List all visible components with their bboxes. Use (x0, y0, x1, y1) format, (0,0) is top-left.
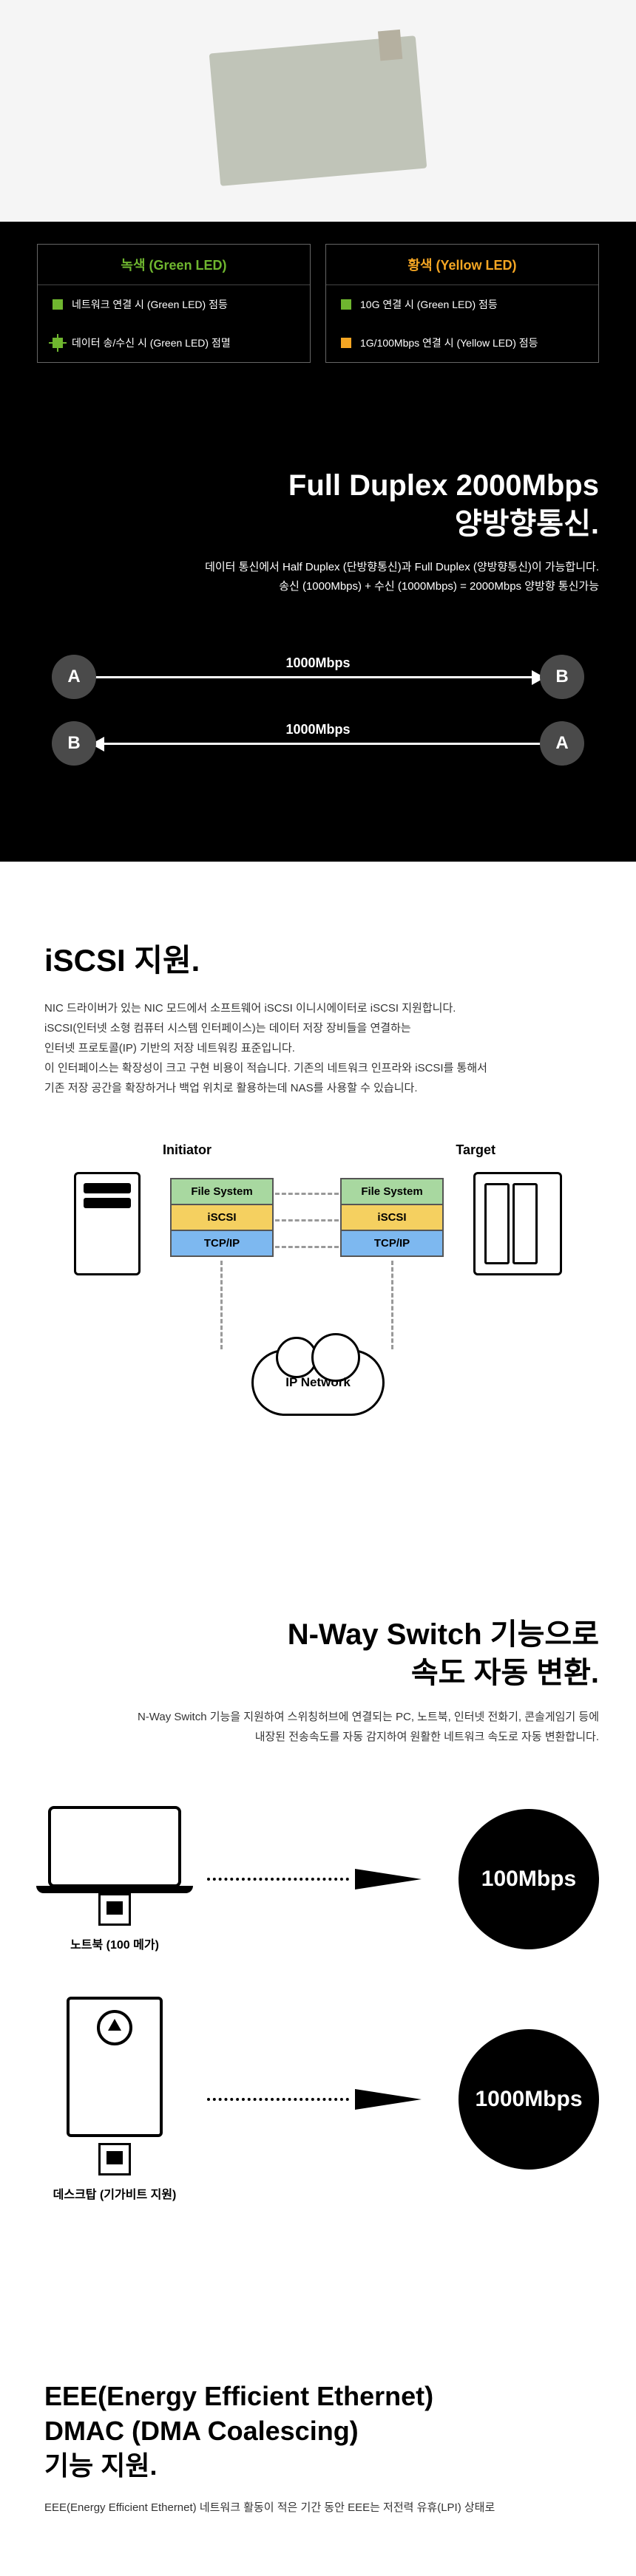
duplex-section: Full Duplex 2000Mbps 양방향통신. 데이터 통신에서 Hal… (0, 407, 636, 862)
device-desktop: 데스크탑 (기가비트 지원) (37, 1997, 192, 2202)
initiator-label: Initiator (163, 1142, 212, 1158)
eee-title: EEE(Energy Efficient Ethernet) DMAC (DMA… (44, 2379, 592, 2483)
title-line: 속도 자동 변환. (411, 1657, 599, 1689)
led-blink-icon (53, 338, 63, 348)
storage-initiator-icon (74, 1172, 141, 1275)
led-box-yellow: 황색 (Yellow LED) 10G 연결 시 (Green LED) 점등 … (325, 244, 599, 363)
led-section: 녹색 (Green LED) 네트워크 연결 시 (Green LED) 점등 … (0, 222, 636, 407)
stack-target: File System iSCSI TCP/IP (340, 1178, 444, 1255)
dashed-line (391, 1261, 393, 1349)
nway-section: N-Way Switch 기능으로 속도 자동 변환. N-Way Switch… (0, 1541, 636, 2306)
layer-fs: File System (340, 1178, 444, 1205)
iscsi-diagram: Initiator Target File System iSCSI TCP/I… (44, 1142, 592, 1453)
layer-iscsi: iSCSI (340, 1204, 444, 1231)
cloud-icon: IP Network (251, 1349, 385, 1416)
title-line: Full Duplex 2000Mbps (288, 469, 599, 502)
node-b: B (540, 655, 584, 699)
dashed-line (275, 1193, 339, 1195)
title-line: 양방향통신. (455, 508, 599, 540)
dashed-line (220, 1261, 223, 1349)
iscsi-desc: NIC 드라이버가 있는 NIC 모드에서 소프트웨어 iSCSI 이니시에이터… (44, 998, 592, 1098)
ethernet-port-icon (98, 1893, 131, 1926)
led-item: 네트워크 연결 시 (Green LED) 점등 (38, 285, 310, 324)
dashed-line (275, 1219, 339, 1221)
nway-desc: N-Way Switch 기능을 지원하여 스위칭허브에 연결되는 PC, 노트… (37, 1707, 599, 1747)
cloud-label: IP Network (285, 1375, 351, 1390)
stack-initiator: File System iSCSI TCP/IP (170, 1178, 274, 1255)
led-item-text: 데이터 송/수신 시 (Green LED) 점멸 (72, 335, 231, 350)
speed-label: 1000Mbps (285, 722, 350, 737)
duplex-diagram: A 1000Mbps B B 1000Mbps A (37, 655, 599, 766)
product-image-area (0, 0, 636, 222)
desc-line: 송신 (1000Mbps) + 수신 (1000Mbps) = 2000Mbps… (279, 580, 599, 593)
arrow-left: 1000Mbps (92, 743, 544, 745)
laptop-icon (48, 1806, 181, 1887)
nway-row-laptop: 노트북 (100 메가) 100Mbps (37, 1806, 599, 1952)
target-label: Target (456, 1142, 495, 1158)
eee-desc: EEE(Energy Efficient Ethernet) 네트워크 활동이 … (44, 2498, 592, 2518)
arrow-icon (207, 1878, 444, 1881)
layer-tcp: TCP/IP (340, 1230, 444, 1257)
led-item-text: 네트워크 연결 시 (Green LED) 점등 (72, 297, 228, 312)
duplex-desc: 데이터 통신에서 Half Duplex (단방향통신)과 Full Duple… (37, 558, 599, 596)
node-b: B (52, 721, 96, 766)
speed-label: 1000Mbps (285, 655, 350, 671)
arrow-icon (207, 2098, 444, 2101)
device-laptop: 노트북 (100 메가) (37, 1806, 192, 1952)
nway-title: N-Way Switch 기능으로 속도 자동 변환. (37, 1615, 599, 1692)
arrow-right: 1000Mbps (92, 676, 544, 678)
dashed-line (275, 1246, 339, 1248)
nway-row-desktop: 데스크탑 (기가비트 지원) 1000Mbps (37, 1997, 599, 2202)
led-item-text: 1G/100Mbps 연결 시 (Yellow LED) 점등 (360, 335, 538, 350)
layer-tcp: TCP/IP (170, 1230, 274, 1257)
layer-iscsi: iSCSI (170, 1204, 274, 1231)
led-title-yellow: 황색 (Yellow LED) (326, 245, 598, 285)
iscsi-title: iSCSI 지원. (44, 936, 592, 981)
product-placeholder (209, 35, 427, 186)
led-green-icon (341, 299, 351, 310)
speed-circle-1000: 1000Mbps (459, 2029, 599, 2170)
duplex-title: Full Duplex 2000Mbps 양방향통신. (37, 466, 599, 543)
node-a: A (52, 655, 96, 699)
ethernet-port-icon (98, 2143, 131, 2175)
layer-fs: File System (170, 1178, 274, 1205)
desktop-label: 데스크탑 (기가비트 지원) (37, 2184, 192, 2202)
led-item-text: 10G 연결 시 (Green LED) 점등 (360, 297, 498, 312)
duplex-row: B 1000Mbps A (52, 721, 584, 766)
led-green-icon (53, 299, 63, 310)
iscsi-section: iSCSI 지원. NIC 드라이버가 있는 NIC 모드에서 소프트웨어 iS… (0, 862, 636, 1541)
led-item: 10G 연결 시 (Green LED) 점등 (326, 285, 598, 324)
laptop-label: 노트북 (100 메가) (37, 1935, 192, 1952)
led-box-green: 녹색 (Green LED) 네트워크 연결 시 (Green LED) 점등 … (37, 244, 311, 363)
title-line: N-Way Switch 기능으로 (288, 1618, 599, 1651)
desktop-icon (67, 1997, 163, 2137)
node-a: A (540, 721, 584, 766)
led-item: 데이터 송/수신 시 (Green LED) 점멸 (38, 324, 310, 362)
led-yellow-icon (341, 338, 351, 348)
led-title-green: 녹색 (Green LED) (38, 245, 310, 285)
led-item: 1G/100Mbps 연결 시 (Yellow LED) 점등 (326, 324, 598, 362)
eee-section: EEE(Energy Efficient Ethernet) DMAC (DMA… (0, 2306, 636, 2547)
speed-circle-100: 100Mbps (459, 1809, 599, 1949)
storage-target-icon (473, 1172, 562, 1275)
desc-line: 데이터 통신에서 Half Duplex (단방향통신)과 Full Duple… (205, 561, 599, 573)
duplex-row: A 1000Mbps B (52, 655, 584, 699)
